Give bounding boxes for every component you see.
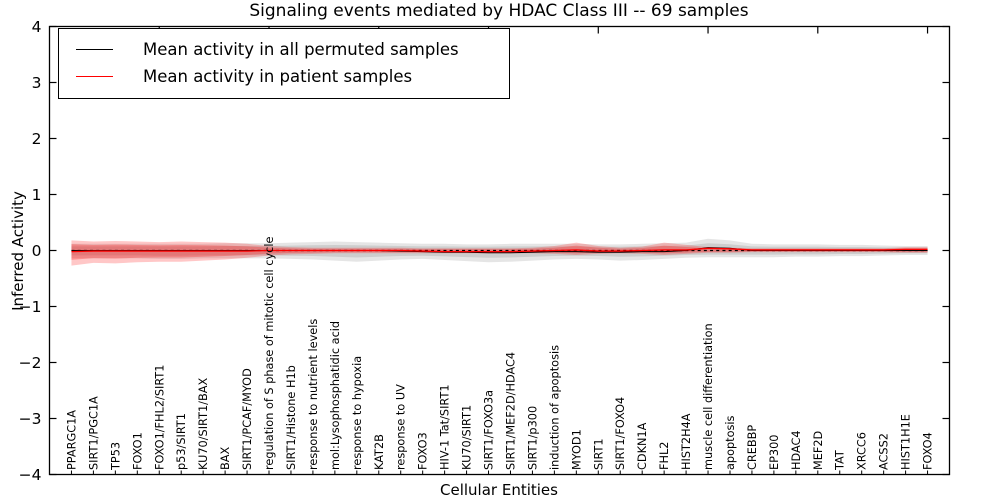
x-tick-label: KU70/SIRT1 bbox=[461, 405, 474, 470]
y-tick-label: −2 bbox=[19, 354, 42, 372]
legend-label-permuted: Mean activity in all permuted samples bbox=[143, 40, 459, 59]
x-tick-label: PPARGC1A bbox=[65, 410, 78, 470]
legend: Mean activity in all permuted samples Me… bbox=[58, 28, 510, 99]
x-tick-label: SIRT1/PGC1A bbox=[87, 396, 100, 470]
x-tick-label: MEF2D bbox=[812, 430, 825, 470]
legend-label-patient: Mean activity in patient samples bbox=[143, 67, 413, 86]
y-tick-label: 0 bbox=[32, 242, 42, 260]
x-tick-label: p53/SIRT1 bbox=[175, 413, 188, 470]
x-tick-label: HIST1H1E bbox=[900, 414, 913, 470]
x-tick-label: TAT bbox=[834, 450, 847, 471]
x-tick-label: induction of apoptosis bbox=[548, 345, 561, 470]
y-tick-label: −4 bbox=[19, 466, 42, 484]
legend-item-patient: Mean activity in patient samples bbox=[59, 63, 509, 90]
x-tick-label: HIST2H4A bbox=[680, 413, 693, 470]
x-tick-label: SIRT1/p300 bbox=[526, 406, 539, 470]
x-tick-label: muscle cell differentiation bbox=[702, 323, 715, 470]
x-tick-label: response to nutrient levels bbox=[307, 319, 320, 470]
x-tick-label: SIRT1/Histone H1b bbox=[285, 365, 298, 470]
x-tick-label: HIV-1 Tat/SIRT1 bbox=[439, 384, 452, 470]
x-tick-label: TP53 bbox=[109, 442, 122, 471]
y-tick-label: 1 bbox=[32, 186, 42, 204]
x-tick-label: FHL2 bbox=[658, 442, 671, 470]
x-tick-label: mol:Lysophosphatidic acid bbox=[329, 321, 342, 470]
x-tick-label: response to UV bbox=[395, 384, 408, 470]
x-tick-label: XRCC6 bbox=[856, 432, 869, 470]
x-tick-label: CREBBP bbox=[746, 425, 759, 470]
x-tick-label: CDKN1A bbox=[636, 422, 649, 470]
x-tick-label: SIRT1/FOXO4 bbox=[614, 397, 627, 470]
x-tick-label: FOXO4 bbox=[922, 432, 935, 470]
x-tick-label: regulation of S phase of mitotic cell cy… bbox=[263, 236, 276, 470]
x-tick-label: EP300 bbox=[768, 434, 781, 470]
x-axis-label: Cellular Entities bbox=[440, 481, 558, 499]
legend-item-permuted: Mean activity in all permuted samples bbox=[59, 36, 509, 63]
patient-mean-line bbox=[71, 247, 928, 253]
chart-title: Signaling events mediated by HDAC Class … bbox=[249, 1, 749, 21]
x-tick-label: ACSS2 bbox=[878, 433, 891, 470]
x-tick-label: MYOD1 bbox=[570, 429, 583, 470]
y-tick-label: 2 bbox=[32, 130, 42, 148]
x-tick-label: BAX bbox=[219, 447, 232, 470]
x-tick-label: apoptosis bbox=[724, 415, 737, 470]
permuted-line-swatch bbox=[76, 49, 113, 50]
x-tick-label: response to hypoxia bbox=[351, 356, 364, 470]
x-tick-label: HDAC4 bbox=[790, 430, 803, 470]
x-tick-label: FOXO3 bbox=[417, 432, 430, 470]
x-tick-label: KAT2B bbox=[373, 434, 386, 470]
patient-line-swatch bbox=[76, 76, 113, 77]
x-tick-label: KU70/SIRT1/BAX bbox=[197, 378, 210, 470]
x-tick-label: SIRT1 bbox=[592, 438, 605, 470]
x-tick-label: SIRT1/MEF2D/HDAC4 bbox=[504, 352, 517, 470]
y-axis-label: Inferred Activity bbox=[9, 191, 27, 311]
y-tick-label: −3 bbox=[19, 410, 42, 428]
x-tick-label: SIRT1/PCAF/MYOD bbox=[241, 368, 254, 470]
x-tick-label: SIRT1/FOXO3a bbox=[483, 390, 496, 470]
y-tick-label: 3 bbox=[32, 74, 42, 92]
x-tick-label: FOXO1/FHL2/SIRT1 bbox=[153, 365, 166, 470]
y-tick-label: 4 bbox=[32, 18, 42, 36]
y-tick-label: −1 bbox=[19, 298, 42, 316]
x-tick-label: FOXO1 bbox=[131, 432, 144, 470]
